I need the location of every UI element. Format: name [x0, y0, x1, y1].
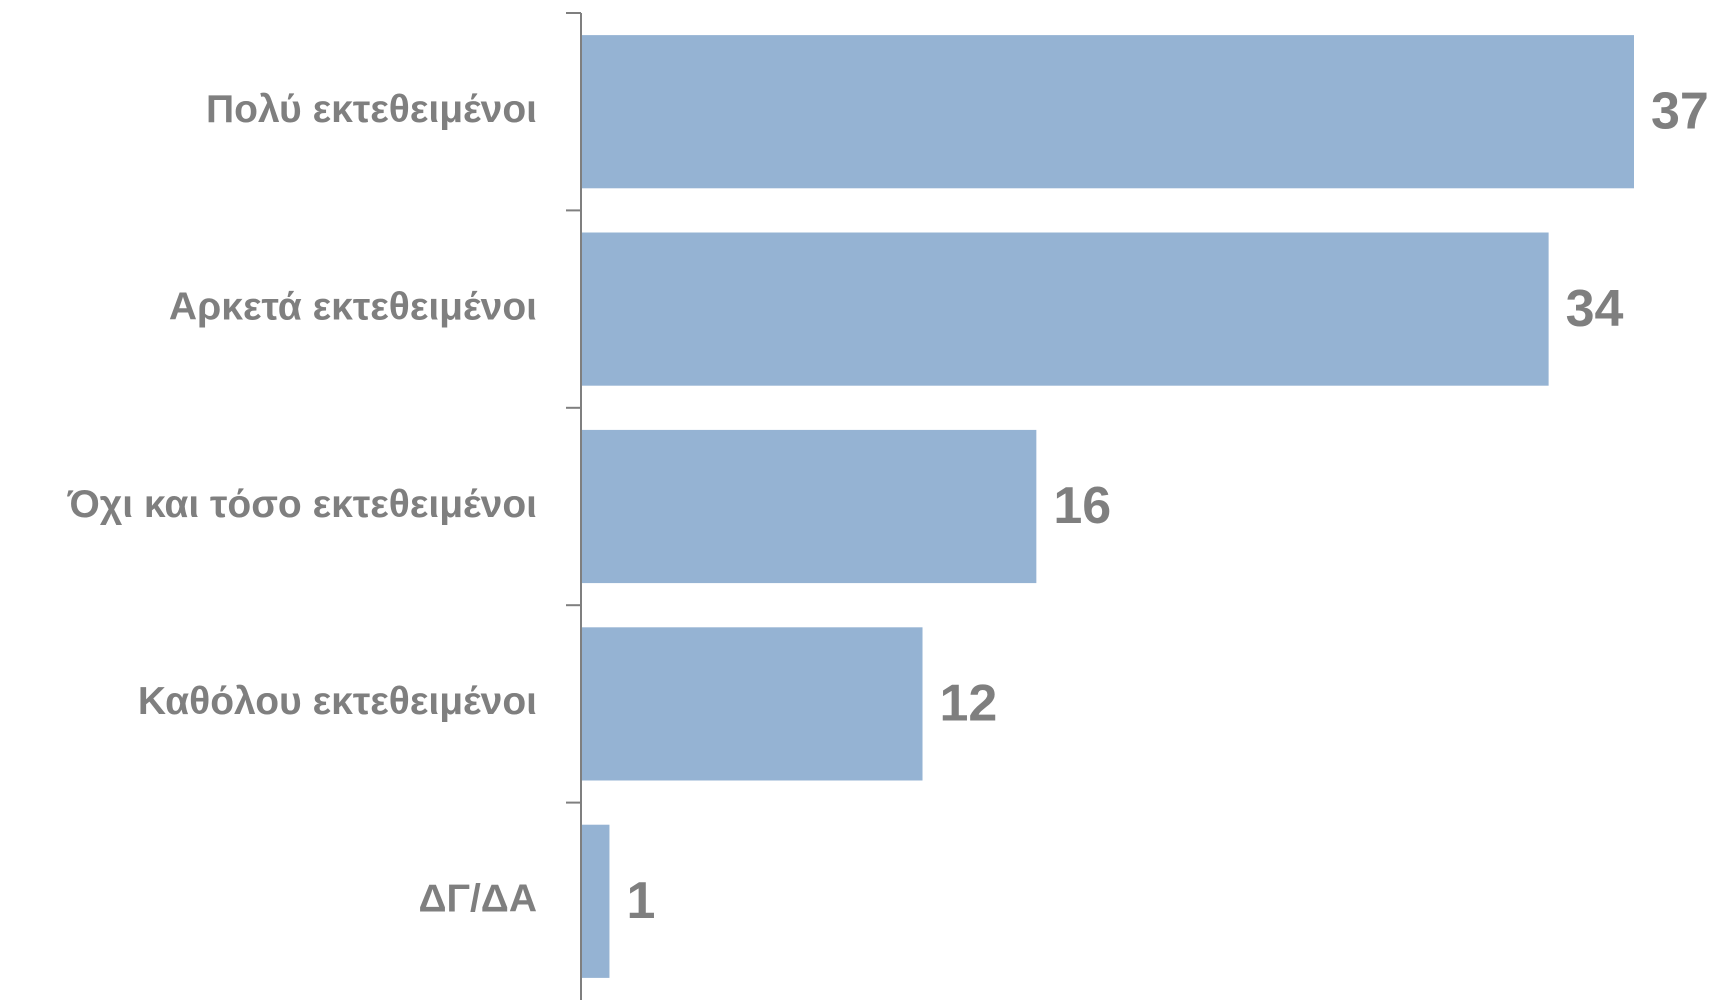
- value-label: 34: [1566, 280, 1624, 338]
- category-label: Πολύ εκτεθειμένοι: [206, 88, 537, 131]
- category-label: Όχι και τόσο εκτεθειμένοι: [67, 483, 537, 526]
- category-label: ΔΓ/ΔΑ: [418, 878, 537, 921]
- bar: [581, 627, 923, 781]
- bar: [581, 824, 610, 978]
- category-label: Αρκετά εκτεθειμένοι: [169, 285, 537, 328]
- value-label: 16: [1053, 477, 1111, 535]
- bar: [581, 35, 1634, 189]
- value-label: 1: [626, 872, 655, 930]
- bar: [581, 232, 1549, 386]
- bar: [581, 429, 1037, 584]
- category-label: Καθόλου εκτεθειμένοι: [138, 680, 537, 723]
- value-label: 37: [1651, 82, 1709, 140]
- value-label: 12: [940, 675, 998, 733]
